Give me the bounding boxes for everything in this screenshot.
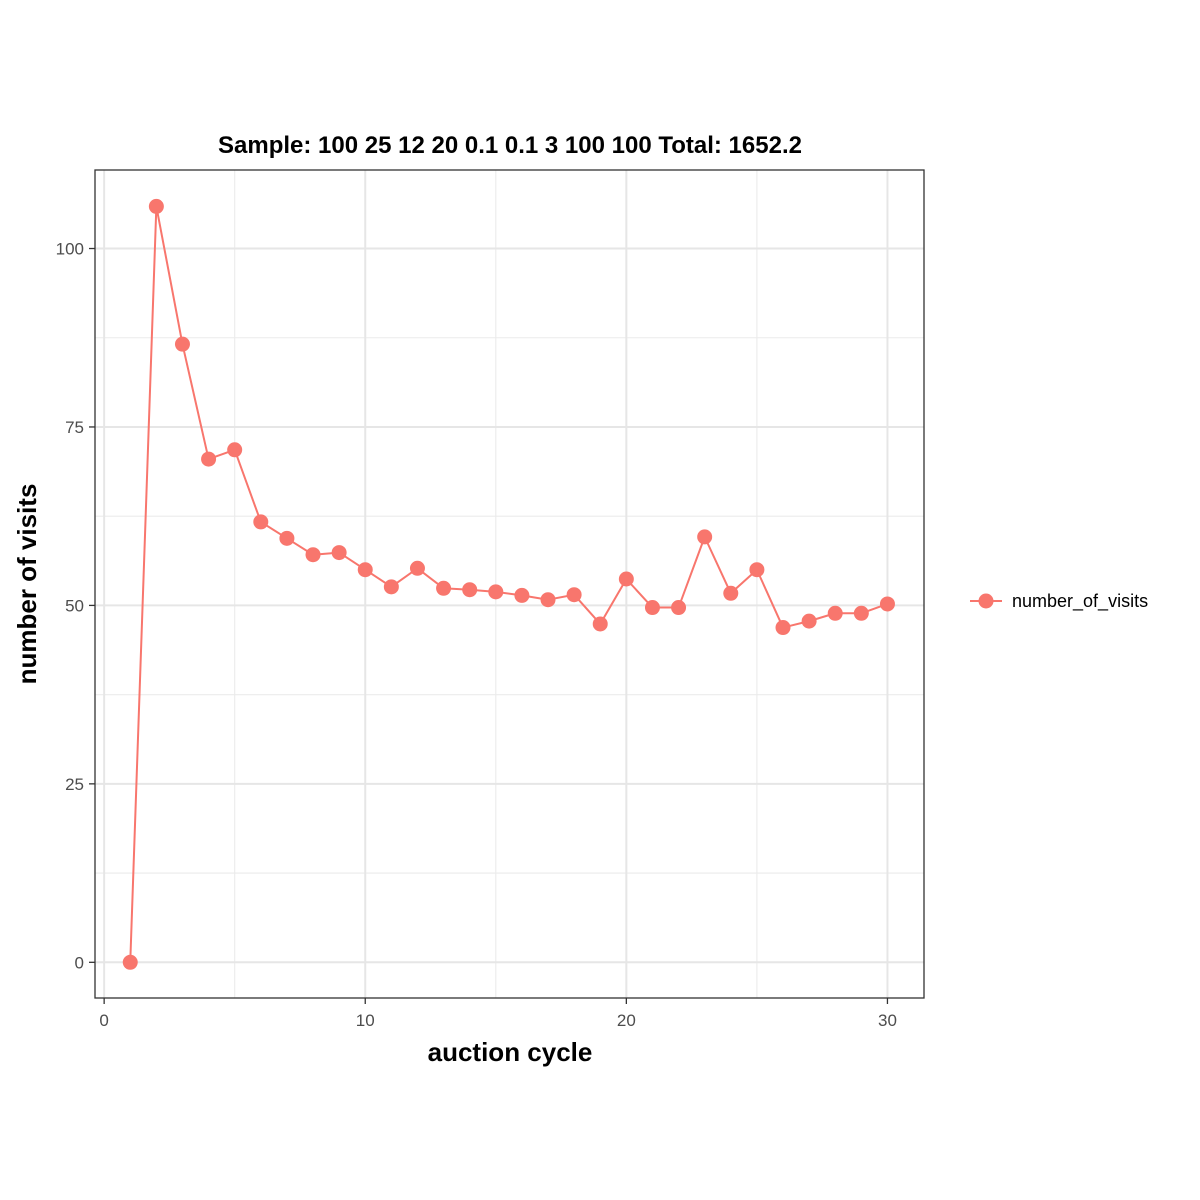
data-point — [514, 587, 530, 603]
plot-panel-border — [94, 169, 925, 999]
legend-key-point — [978, 593, 994, 609]
data-point — [827, 605, 843, 621]
data-point — [540, 592, 556, 608]
y-tick-label: 75 — [65, 418, 84, 437]
data-point — [331, 545, 347, 561]
data-point — [148, 198, 164, 214]
x-tick-label: 10 — [356, 1011, 375, 1030]
y-tick-label: 50 — [65, 596, 84, 615]
data-point — [383, 579, 399, 595]
x-tick-label: 0 — [99, 1011, 108, 1030]
data-point — [566, 587, 582, 603]
data-point — [488, 584, 504, 600]
data-point — [357, 562, 373, 578]
data-point — [122, 954, 138, 970]
data-point — [305, 547, 321, 563]
y-tick-label: 0 — [75, 953, 84, 972]
y-tick-label: 25 — [65, 775, 84, 794]
chart-title: Sample: 100 25 12 20 0.1 0.1 3 100 100 T… — [218, 132, 802, 159]
data-point — [174, 336, 190, 352]
legend: number_of_visits — [970, 591, 1148, 612]
x-tick-label: 30 — [878, 1011, 897, 1030]
data-point — [618, 571, 634, 587]
data-point — [671, 600, 687, 616]
data-point — [749, 562, 765, 578]
data-point — [409, 560, 425, 576]
data-point — [253, 514, 269, 530]
x-tick-label: 20 — [617, 1011, 636, 1030]
series-layer — [122, 198, 895, 970]
data-point — [723, 585, 739, 601]
data-point — [697, 529, 713, 545]
data-point — [279, 530, 295, 546]
series-line — [129, 205, 888, 963]
data-point — [227, 442, 243, 458]
x-axis-title: auction cycle — [428, 1037, 593, 1067]
y-axis-title: number of visits — [12, 484, 42, 685]
axis-ticks: 0 10 20 30 0 25 50 75 100 — [56, 240, 897, 1030]
data-point — [853, 605, 869, 621]
data-point — [775, 620, 791, 636]
data-point — [879, 596, 895, 612]
y-tick-label: 100 — [56, 240, 84, 259]
data-point — [201, 451, 217, 467]
data-point — [462, 582, 478, 598]
data-point — [436, 580, 452, 596]
legend-label: number_of_visits — [1012, 591, 1148, 612]
data-point — [644, 600, 660, 616]
data-point — [592, 616, 608, 632]
data-point — [801, 613, 817, 629]
